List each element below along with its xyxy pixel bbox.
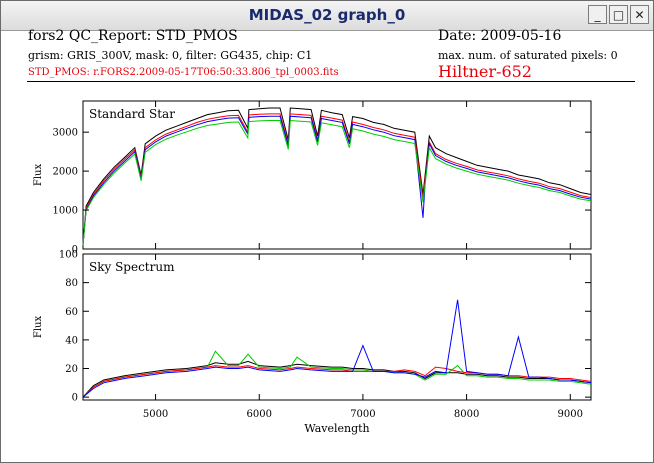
star-name: Hiltner-652	[438, 62, 532, 81]
y-tick-label: 0	[72, 245, 78, 256]
saturated-pixels: max. num. of saturated pixels: 0	[438, 49, 618, 62]
report-date: Date: 2009-05-16	[438, 28, 562, 44]
panel-title: Standard Star	[89, 107, 175, 121]
x-tick-label: 7000	[350, 409, 375, 420]
plot-frame	[82, 253, 592, 401]
y-tick-label: 60	[65, 307, 78, 318]
window-title: MIDAS_02 graph_0	[248, 6, 406, 24]
report-title: fors2 QC_Report: STD_PMOS	[28, 28, 238, 44]
x-tick-label: 9000	[558, 409, 583, 420]
series-line-2	[82, 365, 592, 398]
fits-filename: STD_PMOS: r.FORS2.2009-05-17T06:50:33.80…	[28, 67, 339, 78]
series-line-3	[82, 119, 592, 246]
series-line-0	[82, 107, 592, 246]
series-line-2	[82, 115, 592, 246]
y-tick-label: 1000	[53, 206, 78, 217]
title-bar[interactable]: MIDAS_02 graph_0 _ □ ✕	[1, 1, 653, 31]
header-divider	[27, 81, 635, 82]
x-tick-label: 5000	[143, 409, 168, 420]
series-line-3	[82, 299, 592, 398]
y-tick-label: 40	[65, 335, 78, 346]
y-axis-label: Flux	[33, 316, 44, 339]
instrument-config: grism: GRIS_300V, mask: 0, filter: GG435…	[28, 49, 313, 62]
close-button[interactable]: ✕	[630, 5, 649, 24]
series-line-1	[82, 113, 592, 246]
panel-title: Sky Spectrum	[89, 260, 175, 274]
y-tick-label: 0	[72, 393, 78, 404]
series-line-0	[82, 360, 592, 398]
x-tick-label: 8000	[454, 409, 479, 420]
y-tick-label: 100	[59, 250, 78, 261]
y-tick-label: 2000	[53, 167, 78, 178]
y-tick-label: 80	[65, 278, 78, 289]
x-axis-label: Wavelength	[304, 422, 369, 435]
maximize-button[interactable]: □	[609, 5, 628, 24]
y-tick-label: 20	[65, 364, 78, 375]
plot-frame	[82, 100, 592, 250]
y-axis-label: Flux	[33, 164, 44, 187]
x-tick-label: 6000	[247, 409, 272, 420]
y-tick-label: 3000	[53, 128, 78, 139]
minimize-button[interactable]: _	[588, 5, 607, 24]
